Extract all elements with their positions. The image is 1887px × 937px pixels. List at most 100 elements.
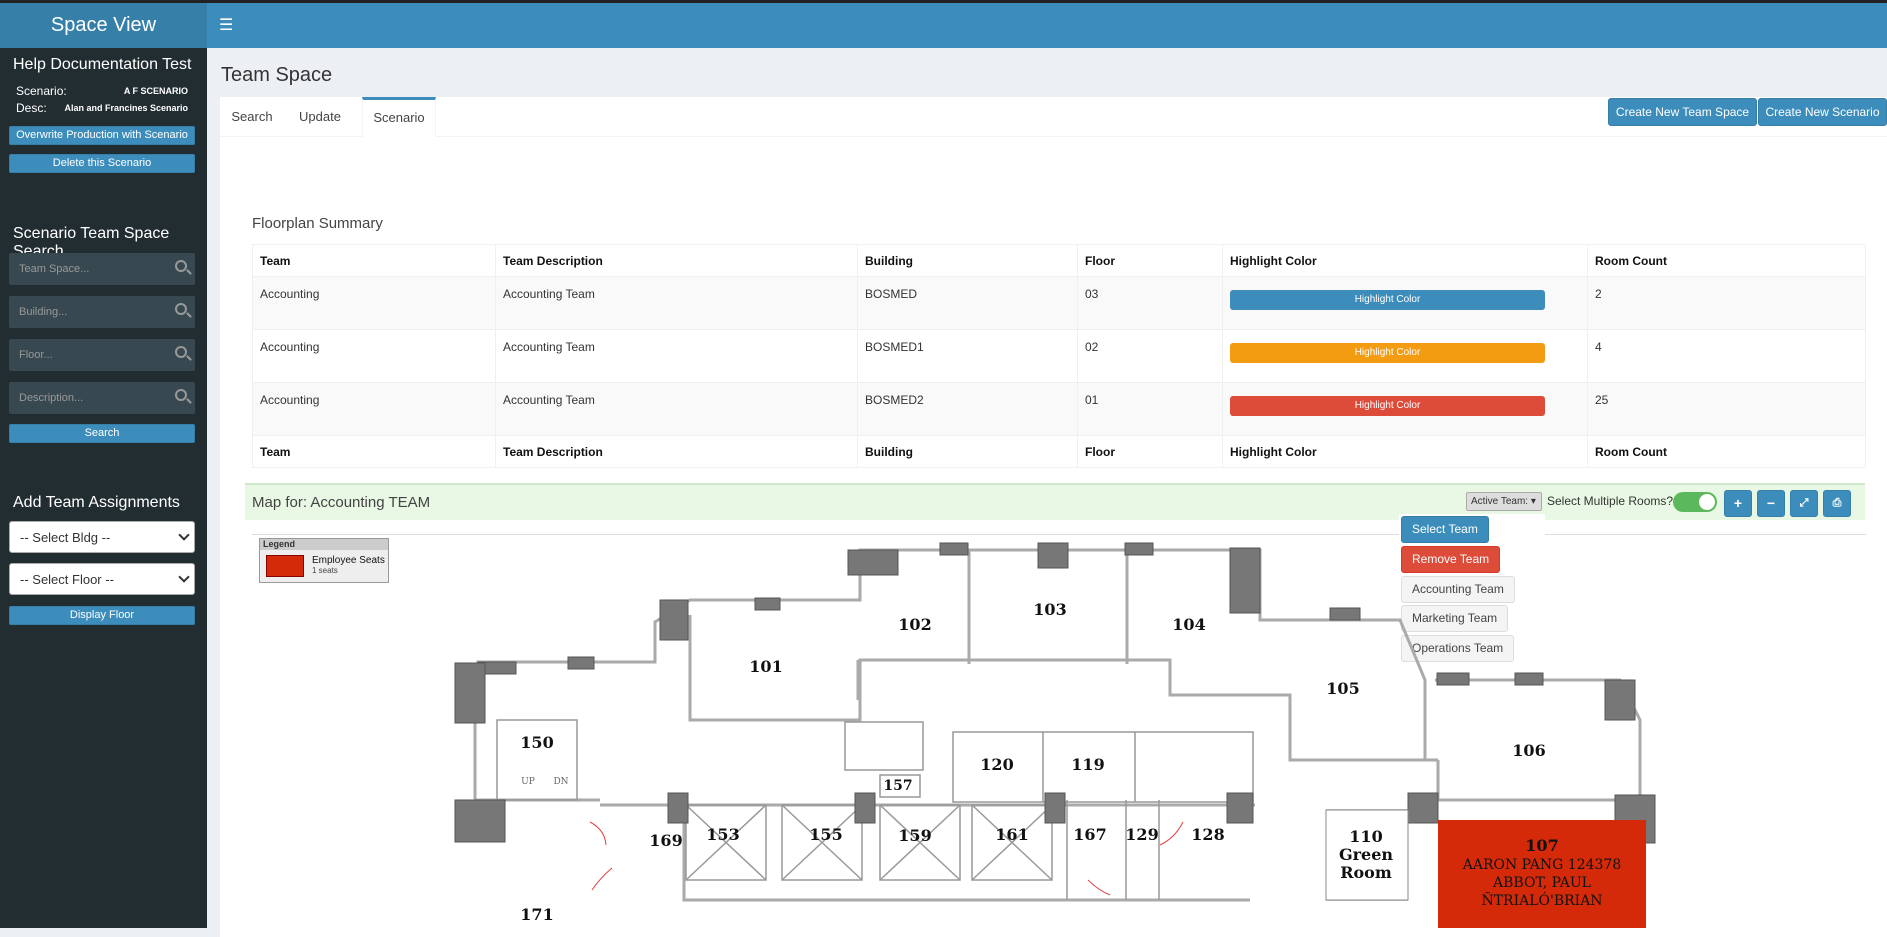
room-104-label[interactable]: 104	[1172, 615, 1205, 634]
select-floor[interactable]: -- Select Floor --	[9, 563, 195, 595]
sidebar: Help Documentation Test Scenario: A F SC…	[0, 48, 207, 928]
delete-scenario-button[interactable]: Delete this Scenario	[9, 154, 195, 173]
tab-scenario[interactable]: Scenario	[362, 97, 436, 137]
room-107-occupant-2: ABBOT, PAUL	[1492, 875, 1591, 891]
cell-desc: Accounting Team	[495, 276, 858, 330]
print-icon[interactable]: ⎙	[1823, 490, 1851, 517]
summary-table: Team Team Description Building Floor Hig…	[252, 244, 1866, 468]
tab-bar: Search Update Scenario Create New Team S…	[220, 97, 1887, 137]
team-space-placeholder: Team Space...	[19, 263, 90, 275]
room-167-label[interactable]: 167	[1073, 825, 1106, 844]
cell-color: Highlight Color	[1222, 276, 1588, 330]
room-107-highlight[interactable]	[1438, 820, 1646, 928]
stair-down-label: DN	[553, 777, 568, 787]
table-row[interactable]: Accounting Accounting Team BOSMED2 01 Hi…	[252, 382, 1866, 436]
room-102-label[interactable]: 102	[898, 615, 931, 634]
description-input[interactable]: Description...	[9, 382, 195, 414]
divider	[252, 534, 1866, 535]
room-105-label[interactable]: 105	[1326, 679, 1359, 698]
select-team-button[interactable]: Select Team	[1401, 516, 1489, 543]
team-option-operations[interactable]: Operations Team	[1401, 635, 1515, 662]
building-placeholder: Building...	[19, 306, 68, 318]
room-128-label[interactable]: 128	[1191, 825, 1224, 844]
legend-item-count: 1 seats	[312, 566, 338, 575]
page-title: Team Space	[221, 64, 333, 86]
footer-highlight-color: Highlight Color	[1222, 435, 1588, 468]
room-107-label[interactable]: 107	[1525, 836, 1558, 855]
map-title: Map for: Accounting TEAM	[252, 494, 431, 511]
room-171-label[interactable]: 171	[520, 905, 553, 924]
create-scenario-button[interactable]: Create New Scenario	[1758, 98, 1887, 126]
highlight-color-button[interactable]: Highlight Color	[1230, 343, 1545, 363]
plan-columns	[454, 542, 1656, 844]
team-option-marketing[interactable]: Marketing Team	[1401, 605, 1509, 632]
search-button[interactable]: Search	[9, 424, 195, 443]
room-153-label[interactable]: 153	[706, 825, 739, 844]
floorplan-summary-title: Floorplan Summary	[252, 215, 383, 232]
select-multiple-toggle[interactable]	[1673, 492, 1717, 512]
room-157-label[interactable]: 157	[883, 778, 912, 794]
room-119-label[interactable]: 119	[1071, 755, 1104, 774]
col-highlight-color[interactable]: Highlight Color	[1222, 244, 1588, 277]
highlight-color-button[interactable]: Highlight Color	[1230, 290, 1545, 310]
cell-building: BOSMED2	[857, 382, 1078, 436]
search-icon[interactable]	[175, 260, 187, 272]
cell-count: 4	[1587, 329, 1866, 383]
display-floor-button[interactable]: Display Floor	[9, 606, 195, 625]
room-103-label[interactable]: 103	[1033, 600, 1066, 619]
room-107-occupant-3: ÑTRIALÓ'BRIAN	[1481, 891, 1602, 909]
expand-icon[interactable]: ⤢	[1790, 490, 1818, 517]
overwrite-production-button[interactable]: Overwrite Production with Scenario	[9, 126, 195, 145]
search-icon[interactable]	[175, 389, 187, 401]
highlight-color-button[interactable]: Highlight Color	[1230, 396, 1545, 416]
table-row[interactable]: Accounting Accounting Team BOSMED 03 Hig…	[252, 276, 1866, 330]
room-155-label[interactable]: 155	[809, 825, 842, 844]
remove-team-button[interactable]: Remove Team	[1401, 546, 1501, 573]
app-logo[interactable]: Space View	[0, 3, 207, 48]
floor-plan[interactable]: 101 102 103 104 105 106 150 120 119 157 …	[400, 530, 1660, 928]
search-icon[interactable]	[175, 303, 187, 315]
room-150-label[interactable]: 150	[520, 733, 553, 752]
active-team-dropdown[interactable]: Active Team: ▾	[1466, 492, 1542, 511]
minus-icon[interactable]: −	[1757, 490, 1785, 517]
col-floor[interactable]: Floor	[1077, 244, 1223, 277]
building-input[interactable]: Building...	[9, 296, 195, 328]
col-room-count[interactable]: Room Count	[1587, 244, 1866, 277]
map-legend: Legend Employee Seats 1 seats	[259, 538, 389, 583]
map-header: Map for: Accounting TEAM Active Team: ▾ …	[245, 483, 1865, 520]
col-team[interactable]: Team	[252, 244, 496, 277]
room-110-label[interactable]: 110	[1349, 827, 1382, 846]
top-navbar: Space View ☰	[0, 0, 1887, 48]
desc-value: Alan and Francines Scenario	[64, 103, 188, 113]
tab-update[interactable]: Update	[299, 109, 341, 124]
cell-color: Highlight Color	[1222, 382, 1588, 436]
team-option-accounting[interactable]: Accounting Team	[1401, 576, 1515, 603]
room-159-label[interactable]: 159	[898, 826, 931, 845]
menu-toggle-icon[interactable]: ☰	[219, 17, 234, 34]
create-team-space-button[interactable]: Create New Team Space	[1608, 98, 1757, 126]
legend-swatch	[266, 555, 304, 577]
team-space-input[interactable]: Team Space...	[9, 253, 195, 285]
room-169-label[interactable]: 169	[649, 831, 682, 850]
room-101-label[interactable]: 101	[749, 657, 782, 676]
cell-count: 25	[1587, 382, 1866, 436]
assign-heading: Add Team Assignments	[13, 494, 180, 511]
select-building[interactable]: -- Select Bldg --	[9, 521, 195, 553]
cell-desc: Accounting Team	[495, 329, 858, 383]
table-row[interactable]: Accounting Accounting Team BOSMED1 02 Hi…	[252, 329, 1866, 383]
search-icon[interactable]	[175, 346, 187, 358]
plus-icon[interactable]: +	[1724, 490, 1752, 517]
footer-team-description: Team Description	[495, 435, 858, 468]
select-building-value: -- Select Bldg --	[20, 530, 111, 545]
room-161-label[interactable]: 161	[995, 825, 1028, 844]
col-building[interactable]: Building	[857, 244, 1078, 277]
room-106-label[interactable]: 106	[1512, 741, 1545, 760]
active-team-label: Active Team:	[1471, 496, 1529, 507]
floor-input[interactable]: Floor...	[9, 339, 195, 371]
description-placeholder: Description...	[19, 392, 84, 404]
room-120-label[interactable]: 120	[980, 755, 1013, 774]
col-team-description[interactable]: Team Description	[495, 244, 858, 277]
room-129-label[interactable]: 129	[1125, 825, 1158, 844]
room-110-box[interactable]	[1325, 809, 1409, 901]
tab-search[interactable]: Search	[231, 109, 273, 124]
